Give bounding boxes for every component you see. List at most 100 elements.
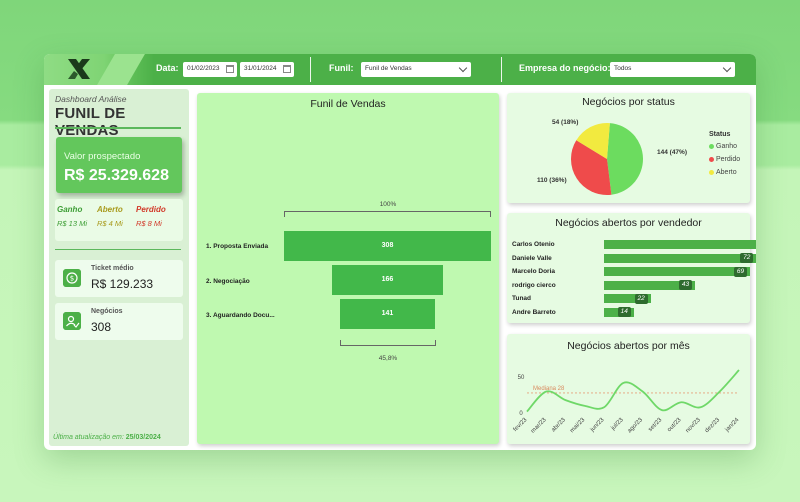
y-tick-label: 50 bbox=[518, 375, 525, 381]
funnel-bottom-bracket bbox=[340, 340, 436, 346]
date-end-input[interactable]: 31/01/2024 bbox=[240, 62, 294, 77]
dashboard-subtitle: Dashboard Análise bbox=[55, 94, 127, 104]
legend-label: Aberto bbox=[716, 169, 737, 176]
prospect-value-card: Valor prospectado R$ 25.329.628 bbox=[56, 137, 182, 193]
funnel-filter-label: Funil: bbox=[329, 63, 354, 73]
legend-dot bbox=[709, 156, 714, 162]
divider bbox=[55, 249, 181, 250]
sidebar: Dashboard Análise FUNIL DE VENDAS Valor … bbox=[49, 89, 189, 446]
user-icon bbox=[63, 312, 81, 330]
funnel-stage-label: 2. Negociação bbox=[206, 278, 250, 285]
funnel-stage-label: 3. Aguardando Docu... bbox=[206, 312, 275, 319]
x-tick-label: jan/24 bbox=[724, 417, 741, 434]
date-start-input[interactable]: 01/02/2023 bbox=[183, 62, 237, 77]
seller-bar[interactable] bbox=[604, 253, 756, 263]
month-chart-title: Negócios abertos por mês bbox=[567, 340, 690, 352]
funnel-stage-label: 1. Proposta Enviada bbox=[206, 243, 269, 250]
x-tick-label: jul/23 bbox=[610, 417, 626, 433]
funnel-stage-value: 166 bbox=[381, 276, 394, 283]
deals-card: Negócios 308 bbox=[55, 303, 183, 340]
legend-item-ganho[interactable]: Ganho bbox=[709, 143, 737, 150]
seller-bar[interactable] bbox=[604, 280, 695, 290]
funnel-panel: Funil de Vendas 100% 1. Proposta Enviada… bbox=[197, 93, 499, 444]
deals-label: Negócios bbox=[91, 308, 123, 315]
pie-label-perdido: 110 (36%) bbox=[537, 177, 567, 184]
month-series-line[interactable] bbox=[526, 369, 740, 413]
legend-dot bbox=[709, 169, 714, 175]
date-start-value: 01/02/2023 bbox=[187, 65, 220, 72]
legend-label: Ganho bbox=[716, 143, 738, 150]
seller-name: Marcelo Doria bbox=[512, 268, 555, 275]
x-tick-label: jun/23 bbox=[589, 417, 606, 434]
pie-slice-perdido[interactable] bbox=[571, 140, 612, 195]
x-tick-label: abr/23 bbox=[551, 417, 568, 434]
funnel-stage-bar[interactable]: 141 bbox=[340, 299, 435, 329]
company-select-value: Todos bbox=[614, 65, 632, 72]
funnel-stage-value: 308 bbox=[381, 242, 394, 249]
money-icon: $ bbox=[63, 269, 81, 287]
funnel-select[interactable]: Funil de Vendas bbox=[361, 62, 471, 77]
seller-value: 22 bbox=[634, 293, 648, 304]
pie-label-aberto: 54 (18%) bbox=[552, 119, 579, 126]
status-pie-chart bbox=[571, 123, 643, 195]
status-chart-title: Negócios por status bbox=[582, 96, 675, 108]
x-tick-label: fev/23 bbox=[513, 417, 529, 433]
pie-slice-aberto[interactable] bbox=[576, 123, 610, 159]
company-select[interactable]: Todos bbox=[610, 62, 735, 77]
status-aberto-label: Aberto bbox=[97, 205, 123, 214]
funnel-stage-bar[interactable]: 308 bbox=[284, 231, 491, 261]
prospect-label: Valor prospectado bbox=[64, 151, 141, 162]
seller-value: 69 bbox=[733, 266, 748, 277]
date-end-value: 31/01/2024 bbox=[244, 65, 277, 72]
ticket-value: R$ 129.233 bbox=[91, 277, 154, 291]
funnel-top-pct: 100% bbox=[379, 201, 397, 208]
status-values-card: Ganho R$ 13 Mi Aberto R$ 4 Mi Perdido R$… bbox=[55, 199, 183, 241]
svg-text:$: $ bbox=[70, 275, 74, 283]
seller-value: 43 bbox=[678, 280, 693, 290]
chevron-down-icon[interactable] bbox=[458, 63, 468, 73]
calendar-icon[interactable] bbox=[226, 65, 234, 73]
last-update-label: Última atualização em: bbox=[53, 434, 124, 441]
pie-label-ganho: 144 (47%) bbox=[657, 149, 687, 156]
chevron-down-icon[interactable] bbox=[722, 63, 732, 73]
x-tick-label: mar/23 bbox=[530, 417, 548, 435]
funnel-stage-bar[interactable]: 166 bbox=[331, 265, 444, 295]
last-update: Última atualização em: 25/03/2024 bbox=[53, 434, 161, 441]
prospect-value: R$ 25.329.628 bbox=[64, 167, 169, 184]
x-logo-icon bbox=[68, 59, 90, 79]
status-aberto-value: R$ 4 Mi bbox=[97, 219, 123, 228]
last-update-date: 25/03/2024 bbox=[125, 434, 161, 441]
legend-dot bbox=[709, 143, 714, 149]
calendar-icon[interactable] bbox=[283, 65, 291, 73]
divider bbox=[55, 127, 181, 129]
seller-chart-card: Negócios abertos por vendedor Carlos Ote… bbox=[507, 213, 756, 323]
date-filter-label: Data: bbox=[156, 63, 179, 73]
ticket-card: $ Ticket médio R$ 129.233 bbox=[55, 260, 183, 297]
seller-value: 14 bbox=[617, 307, 631, 317]
funnel-bottom-pct: 45,8% bbox=[378, 355, 398, 362]
page-title: FUNIL DE VENDAS bbox=[55, 105, 126, 139]
y-tick-label: 0 bbox=[519, 411, 523, 417]
legend-item-aberto[interactable]: Aberto bbox=[709, 169, 737, 176]
status-ganho-value: R$ 13 Mi bbox=[57, 219, 88, 228]
company-filter-label: Empresa do negócio: bbox=[519, 63, 611, 73]
x-tick-label: set/23 bbox=[648, 417, 664, 433]
pie-slice-ganho[interactable] bbox=[607, 123, 643, 195]
seller-bar[interactable] bbox=[604, 240, 756, 249]
funnel-top-bracket bbox=[284, 211, 491, 217]
legend-title: Status bbox=[709, 131, 731, 138]
x-tick-label: dez/23 bbox=[704, 417, 721, 434]
median-label: Mediana 28 bbox=[533, 386, 565, 392]
funnel-select-value: Funil de Vendas bbox=[365, 65, 412, 72]
legend-item-perdido[interactable]: Perdido bbox=[709, 156, 740, 163]
seller-value: 72 bbox=[740, 253, 754, 263]
logo-stripe bbox=[97, 54, 145, 85]
seller-bar[interactable] bbox=[604, 294, 651, 303]
deals-value: 308 bbox=[91, 320, 112, 334]
top-filter-bar: Data: 01/02/2023 31/01/2024 Funil: Funil… bbox=[44, 54, 756, 85]
month-chart-card: Negócios abertos por mês 50 0 Mediana 28 fe… bbox=[507, 334, 750, 444]
seller-name: Andre Barreto bbox=[512, 308, 556, 316]
status-chart-card: Negócios por status 54 (18%) 144 (47%) 1… bbox=[507, 93, 750, 203]
seller-bar[interactable] bbox=[604, 267, 750, 276]
funnel-title: Funil de Vendas bbox=[310, 98, 386, 110]
